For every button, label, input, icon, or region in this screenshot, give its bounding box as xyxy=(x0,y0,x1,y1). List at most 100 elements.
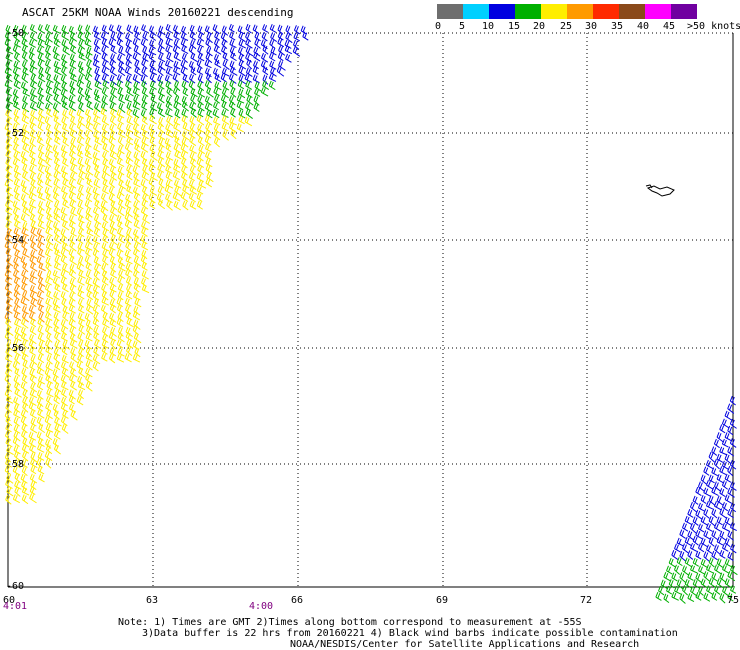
wind-barb xyxy=(682,565,689,576)
island-tip xyxy=(645,184,653,189)
wind-barb xyxy=(62,305,70,315)
wind-barb xyxy=(164,137,172,148)
wind-barb xyxy=(61,396,68,407)
wind-barb xyxy=(245,46,254,57)
lon-label-60: 60 xyxy=(3,595,16,606)
wind-barb xyxy=(189,165,196,176)
wind-barb xyxy=(30,417,37,427)
wind-barb xyxy=(13,375,21,386)
wind-barb xyxy=(45,144,54,154)
wind-barb xyxy=(101,66,110,77)
wind-barb xyxy=(711,572,718,582)
wind-barb xyxy=(5,394,14,404)
wind-barb xyxy=(92,122,100,134)
wind-barb xyxy=(68,94,76,104)
wind-barb xyxy=(61,367,70,378)
wind-barb xyxy=(14,486,21,497)
wind-barb xyxy=(148,52,156,63)
wind-barb xyxy=(118,179,127,190)
wind-barb xyxy=(133,282,140,293)
wind-barb xyxy=(30,424,38,434)
wind-barb xyxy=(44,165,52,176)
wind-barb xyxy=(205,52,213,64)
wind-barb xyxy=(719,508,727,519)
wind-barb xyxy=(29,409,37,419)
wind-barb xyxy=(132,340,139,351)
wind-barb xyxy=(101,242,110,252)
wind-barb xyxy=(109,115,117,126)
wind-barb xyxy=(37,318,44,327)
wind-barb xyxy=(292,46,301,57)
wind-barb xyxy=(21,73,29,84)
wind-barb xyxy=(68,101,77,112)
island-outline xyxy=(645,184,675,197)
wind-barb xyxy=(12,360,19,371)
wind-barb xyxy=(84,199,92,210)
wind-barb xyxy=(655,592,662,601)
wind-barb xyxy=(86,177,94,188)
wind-barb xyxy=(45,297,52,307)
note-line-2: 3)Data buffer is 22 hrs from 20160221 4)… xyxy=(142,628,678,639)
wind-barb xyxy=(148,193,156,204)
wind-barb xyxy=(86,284,93,294)
wind-barb xyxy=(21,44,28,54)
wind-barb xyxy=(78,51,86,61)
wind-barb xyxy=(730,543,737,554)
wind-barb xyxy=(94,93,101,103)
wind-barb xyxy=(230,87,237,98)
wind-barb xyxy=(13,305,21,315)
wind-barb xyxy=(61,171,69,182)
wind-barb xyxy=(14,458,21,469)
legend-label-1: 5 xyxy=(459,21,466,32)
wind-barb xyxy=(157,65,164,77)
wind-barb xyxy=(102,333,109,343)
wind-barb xyxy=(198,179,207,189)
wind-barb xyxy=(141,129,149,140)
wind-barb xyxy=(724,432,732,442)
wind-barb xyxy=(52,186,60,197)
wind-barb xyxy=(13,445,21,455)
wind-barb xyxy=(197,108,204,118)
wind-barb xyxy=(173,164,181,173)
wind-barb xyxy=(5,95,14,105)
wind-barb xyxy=(29,486,36,495)
wind-barb xyxy=(262,24,269,33)
wind-barb xyxy=(53,93,62,105)
wind-barb xyxy=(197,80,205,92)
wind-barb xyxy=(698,543,705,553)
wind-barb xyxy=(68,214,76,225)
wind-barb xyxy=(28,402,36,412)
wind-barb xyxy=(86,221,94,233)
wind-barb xyxy=(158,60,166,71)
wind-barb xyxy=(134,158,141,168)
wind-barb xyxy=(78,367,86,378)
wind-barb xyxy=(78,324,86,335)
wind-barb xyxy=(37,451,45,461)
wind-barb xyxy=(29,102,38,111)
wind-barb xyxy=(22,396,29,407)
wind-barb xyxy=(196,66,204,75)
wind-barb xyxy=(236,123,244,133)
wind-barb xyxy=(124,142,132,154)
wind-barb xyxy=(62,109,69,119)
wind-barb xyxy=(666,585,673,595)
wind-barb xyxy=(132,207,140,218)
wind-barb xyxy=(118,262,126,272)
wind-barb xyxy=(126,171,133,181)
wind-barb xyxy=(213,123,220,134)
wind-barb xyxy=(164,74,172,84)
wind-barb xyxy=(689,522,697,534)
wind-barb xyxy=(157,156,166,168)
legend-label-7: 35 xyxy=(611,21,624,32)
wind-barb xyxy=(28,339,36,350)
wind-barb xyxy=(53,234,62,245)
wind-barb xyxy=(30,262,38,272)
wind-barb xyxy=(22,66,29,76)
wind-barb xyxy=(149,80,157,90)
wind-barb xyxy=(13,450,21,461)
wind-barb xyxy=(682,543,689,554)
wind-barb xyxy=(86,66,93,77)
wind-barb xyxy=(713,481,722,492)
wind-barb xyxy=(700,474,707,485)
wind-barb xyxy=(237,80,245,90)
